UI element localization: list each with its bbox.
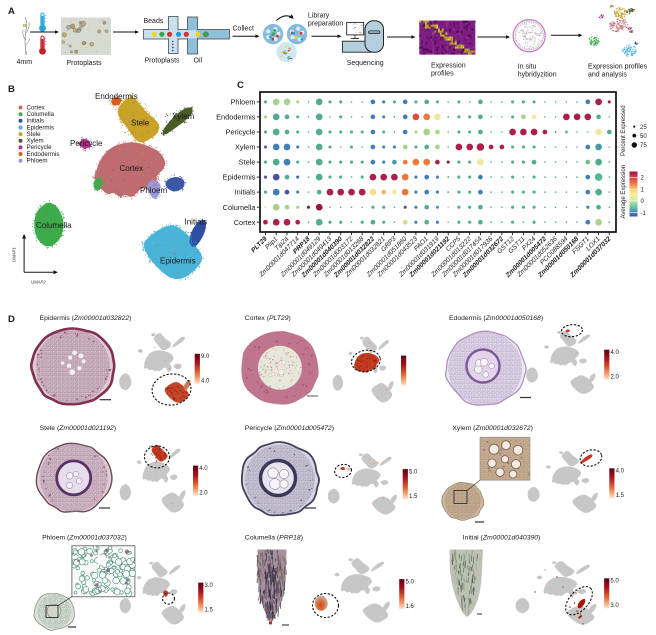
svg-text:5.0: 5.0 <box>409 469 418 475</box>
svg-text:Cortex: Cortex <box>120 164 144 173</box>
svg-text:Stele: Stele <box>239 158 256 167</box>
svg-text:Epidermis: Epidermis <box>223 173 256 182</box>
svg-text:Initials: Initials <box>185 218 208 227</box>
svg-text:and analysis: and analysis <box>588 72 627 79</box>
svg-text:Epidermis (Zm00001d032822): Epidermis (Zm00001d032822) <box>40 315 132 322</box>
svg-text:3.0: 3.0 <box>205 583 214 589</box>
svg-text:Sequencing: Sequencing <box>347 60 384 67</box>
svg-text:Initials: Initials <box>27 118 45 125</box>
svg-text:Pericycle (Zm00001d005472): Pericycle (Zm00001d005472) <box>245 425 334 432</box>
svg-text:Expression: Expression <box>431 63 466 70</box>
svg-text:Columella: Columella <box>223 203 257 212</box>
svg-text:2.0: 2.0 <box>611 375 620 381</box>
svg-text:profiles: profiles <box>431 71 454 78</box>
svg-text:1.5: 1.5 <box>205 607 214 613</box>
svg-text:Cortex (PLT29): Cortex (PLT29) <box>245 315 291 322</box>
svg-text:C: C <box>237 80 244 91</box>
svg-text:A: A <box>8 6 15 17</box>
svg-text:1.6: 1.6 <box>406 604 415 610</box>
svg-text:Stele: Stele <box>131 119 150 128</box>
svg-text:3.0: 3.0 <box>610 603 619 609</box>
svg-text:Columella (PRP18): Columella (PRP18) <box>245 535 303 542</box>
svg-text:Initials: Initials <box>235 188 256 197</box>
svg-text:Phloem: Phloem <box>230 98 255 107</box>
svg-text:2.0: 2.0 <box>199 490 208 496</box>
svg-text:Xylem: Xylem <box>27 138 44 145</box>
svg-text:Cortex: Cortex <box>27 104 46 111</box>
svg-text:0: 0 <box>641 199 645 205</box>
svg-text:25: 25 <box>640 125 647 131</box>
svg-text:1.5: 1.5 <box>409 494 418 500</box>
svg-text:D: D <box>8 314 15 325</box>
svg-text:Percent Expressed: Percent Expressed <box>621 105 627 156</box>
svg-text:Library: Library <box>308 13 330 20</box>
svg-text:75: 75 <box>640 143 647 149</box>
svg-text:Pericycle: Pericycle <box>70 139 103 148</box>
svg-text:Xylem (Zm00001d032672): Xylem (Zm00001d032672) <box>452 425 533 432</box>
svg-text:Epidermis: Epidermis <box>160 257 196 266</box>
svg-text:Endodermis: Endodermis <box>95 92 138 101</box>
svg-text:Endodermis: Endodermis <box>216 113 256 122</box>
svg-text:hybridyzition: hybridyzition <box>518 72 557 79</box>
svg-text:Edodermis (Zm00001d050168): Edodermis (Zm00001d050168) <box>449 315 543 322</box>
svg-text:4.0: 4.0 <box>199 466 208 472</box>
svg-text:Collect: Collect <box>233 26 254 33</box>
svg-text:1.5: 1.5 <box>616 493 625 499</box>
svg-text:Initial (Zm00001d040390): Initial (Zm00001d040390) <box>463 535 540 542</box>
svg-text:Protoplasts: Protoplasts <box>67 60 103 67</box>
svg-text:Phloem: Phloem <box>140 186 167 195</box>
svg-text:4.0: 4.0 <box>201 379 210 385</box>
svg-text:5.0: 5.0 <box>610 579 619 585</box>
svg-text:Phloem (Zm00001d037032): Phloem (Zm00001d037032) <box>42 535 127 542</box>
svg-text:Columella: Columella <box>27 111 55 118</box>
svg-text:Oil: Oil <box>194 58 203 65</box>
svg-text:4.0: 4.0 <box>611 350 620 356</box>
svg-text:9.0: 9.0 <box>201 354 210 360</box>
svg-text:In situ: In situ <box>518 64 537 71</box>
svg-text:Expression profiles: Expression profiles <box>588 64 648 71</box>
svg-text:Stele (Zm00001d021192): Stele (Zm00001d021192) <box>40 425 117 432</box>
svg-text:Pericycle: Pericycle <box>226 128 256 137</box>
svg-text:Pericycle: Pericycle <box>27 144 53 151</box>
svg-text:Protoplasts: Protoplasts <box>145 58 181 65</box>
svg-text:2: 2 <box>641 176 645 182</box>
svg-text:UMAP2: UMAP2 <box>31 280 46 285</box>
svg-text:Xylem: Xylem <box>235 143 256 152</box>
svg-text:5.0: 5.0 <box>406 579 415 585</box>
svg-text:Endodermis: Endodermis <box>27 151 60 158</box>
svg-text:Beads: Beads <box>144 18 164 25</box>
svg-text:50: 50 <box>640 134 647 140</box>
svg-text:Stele: Stele <box>27 131 42 138</box>
svg-text:UMAP1: UMAP1 <box>12 247 17 262</box>
svg-text:4.0: 4.0 <box>616 469 625 475</box>
svg-text:-1: -1 <box>641 211 647 217</box>
svg-text:Epidermis: Epidermis <box>27 124 55 131</box>
svg-text:Xylem: Xylem <box>172 112 195 121</box>
svg-text:Phloem: Phloem <box>27 158 48 165</box>
svg-text:4mm: 4mm <box>17 59 33 66</box>
svg-text:Cortex: Cortex <box>234 218 256 227</box>
svg-text:preparation: preparation <box>308 21 344 28</box>
svg-text:Columella: Columella <box>36 221 72 230</box>
svg-text:B: B <box>8 84 15 95</box>
svg-text:Average Expression: Average Expression <box>621 165 627 219</box>
svg-text:1: 1 <box>641 187 645 193</box>
